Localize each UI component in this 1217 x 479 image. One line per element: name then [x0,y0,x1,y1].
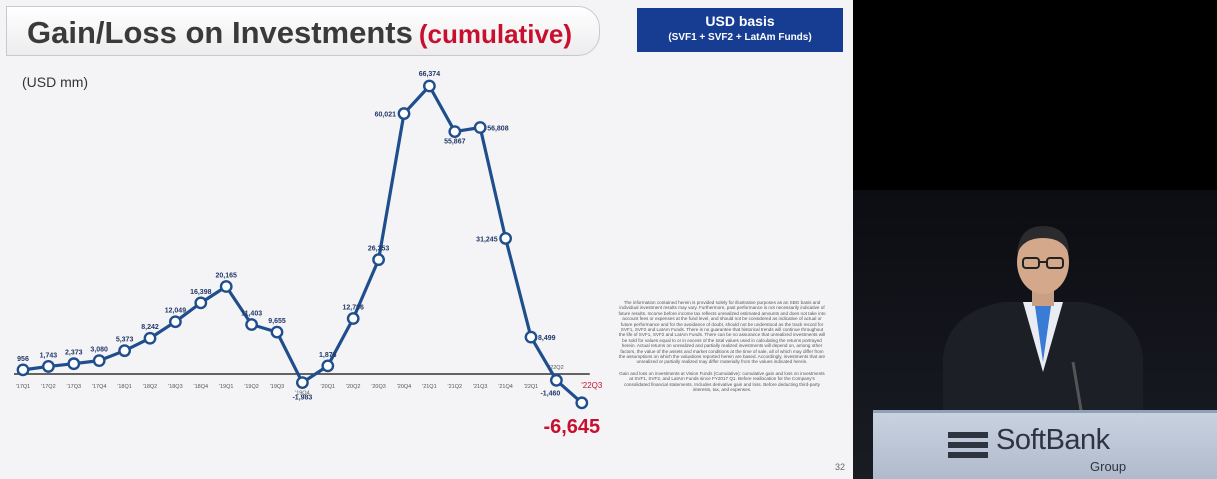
disclaimer-text: The information contained herein is prov… [618,300,826,393]
slide-title: Gain/Loss on Investments (cumulative) [27,15,572,51]
x-tick-label: '20Q3 [371,384,386,390]
data-label: 1,876 [319,352,337,359]
data-label: 956 [17,356,29,363]
data-point [270,325,284,339]
x-tick-label: '22Q3 [581,381,603,390]
x-tick-label: '17Q4 [92,384,107,390]
data-point [422,79,436,93]
x-tick-label: '20Q1 [321,384,336,390]
logo-name: SoftBank [996,424,1110,456]
x-tick-label: '18Q1 [117,384,132,390]
x-tick-label: '18Q4 [194,384,209,390]
data-label: 9,655 [268,318,286,325]
basis-title: USD basis [705,13,775,29]
data-label: 55,867 [444,139,466,146]
data-label: 12,049 [165,308,187,315]
data-point [473,121,487,134]
x-tick-label: '19Q3 [270,384,285,390]
line-chart: 956 1,743 2,373 3,080 5,373 8,242 12,049 16,398… [14,71,603,438]
softbank-logo: SoftBank Group [948,420,1148,476]
data-label: 60,021 [375,112,397,119]
x-tick-label: '21Q2 [448,384,463,390]
title-main: Gain/Loss on Investments [27,15,413,50]
title-banner: Gain/Loss on Investments (cumulative) [6,6,600,56]
data-label: 8,242 [141,324,159,331]
data-point [67,357,81,371]
series-line [22,84,583,405]
data-label: 31,245 [476,236,498,243]
basis-detail: (SVF1 + SVF2 + LatAm Funds) [668,32,812,43]
disclaimer-note: Gain and loss on investments at Vision F… [619,370,825,393]
data-label: 66,374 [419,71,441,78]
data-point [499,232,512,245]
data-point [143,331,157,345]
x-tick-label: '17Q1 [16,384,31,390]
data-point [448,125,462,138]
data-label: -1,983 [292,395,312,402]
data-label: 5,373 [116,337,134,344]
logo-bars-icon [948,432,988,458]
x-tick-label: '19Q4 [295,391,310,397]
podium [873,410,1217,479]
title-highlight: (cumulative) [418,19,573,49]
x-tick-label: '19Q2 [244,384,259,390]
data-label: 26,353 [368,246,390,253]
x-tick-label: '21Q4 [498,384,513,390]
presentation-slide: Gain/Loss on Investments (cumulative) USD… [0,0,853,479]
x-tick-label: '18Q2 [143,384,158,390]
x-tick-label: '20Q2 [346,384,361,390]
data-point [16,363,30,377]
x-tick-label: '22Q2 [549,365,564,371]
data-label: -1,460 [540,390,560,397]
disclaimer-body: The information contained herein is prov… [618,300,826,365]
data-point [219,280,233,293]
data-point [575,396,589,410]
data-point [372,253,385,267]
x-tick-label: '22Q1 [524,384,539,390]
data-point [524,330,538,344]
speaker-video: SoftBank Group [853,0,1217,479]
x-tick-label: '17Q2 [41,384,56,390]
data-label: 2,373 [65,350,83,357]
x-tick-label: '20Q4 [397,384,412,390]
x-tick-label: '18Q3 [168,384,183,390]
data-label: 56,808 [487,126,509,133]
data-label: 8,499 [538,335,556,342]
data-point [245,318,259,331]
x-tick-label: '21Q3 [473,384,488,390]
data-point [118,344,132,358]
data-point [346,312,360,325]
data-label: 1,743 [40,352,58,359]
x-tick-label: '21Q1 [422,384,437,390]
data-point [550,373,563,387]
data-point [295,376,309,390]
x-tick-label: '17Q3 [67,384,82,390]
page-number: 32 [835,462,846,472]
data-point [42,360,55,373]
data-point [194,296,208,310]
x-tick-label: '19Q1 [219,384,234,390]
data-label: 20,165 [215,273,237,280]
data-label: 12,786 [342,305,364,312]
logo-group: Group [1090,459,1127,474]
data-label: -6,645 [543,416,600,438]
data-label: 11,403 [241,311,262,318]
basis-badge: USD basis (SVF1 + SVF2 + LatAm Funds) [637,8,843,52]
data-point [397,107,411,120]
data-point [321,359,335,373]
speaker-figure [943,226,1143,422]
data-point [92,354,106,368]
data-point [168,315,182,329]
data-label: 3,080 [90,347,108,354]
data-label: 16,398 [190,289,212,296]
unit-label: (USD mm) [22,74,89,90]
